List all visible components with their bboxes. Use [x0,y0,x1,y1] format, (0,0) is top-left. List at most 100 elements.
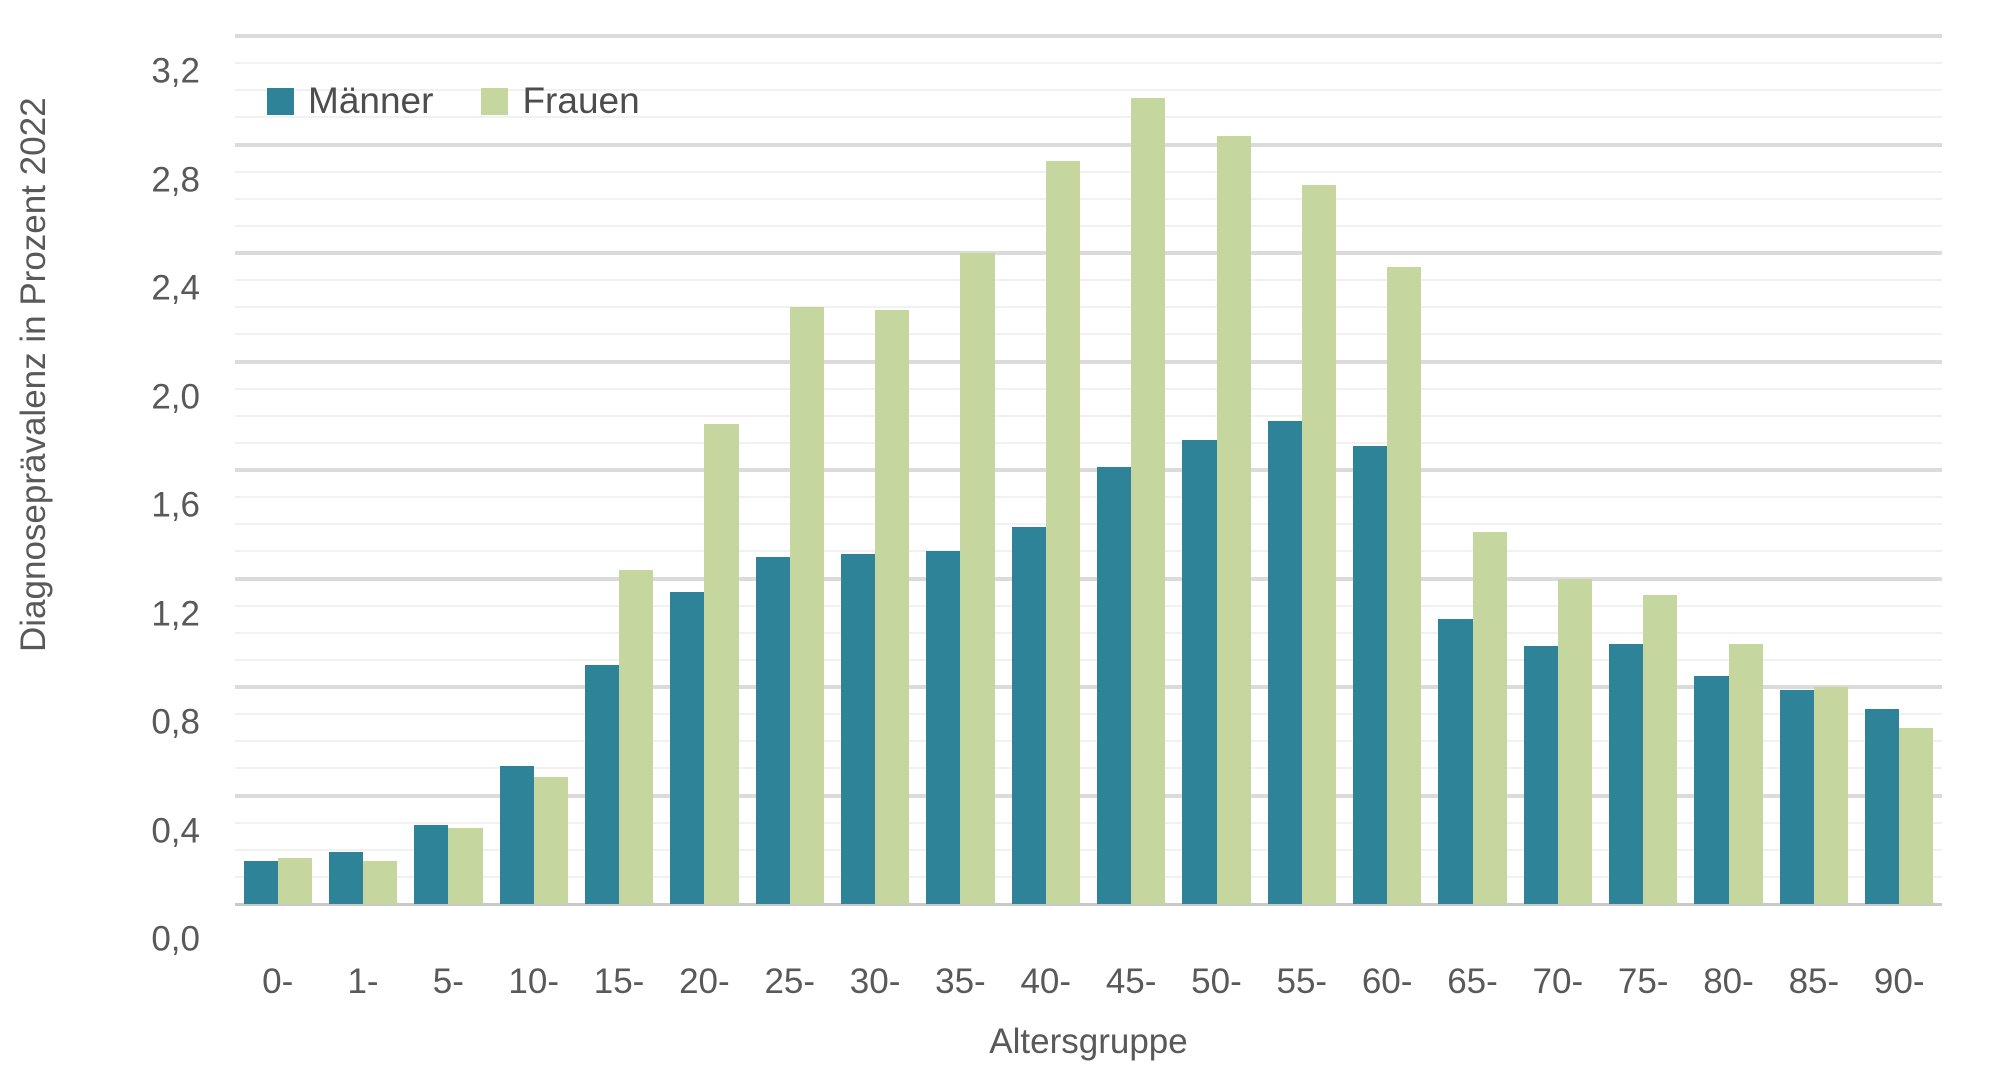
minor-gridline [235,116,1942,119]
bar-frauen-80 [1728,643,1763,904]
x-tick-label: 20- [679,962,730,1001]
bar-frauen-15 [619,570,654,904]
x-tick-label: 65- [1447,962,1498,1001]
bar-frauen-30 [875,309,910,904]
bar-frauen-40 [1045,160,1080,904]
bar-männer-1 [328,852,363,904]
minor-gridline [235,740,1942,743]
bar-männer-35 [926,551,961,904]
bar-männer-0 [243,860,278,904]
x-tick-label: 0- [262,962,294,1001]
bar-männer-90 [1865,708,1900,904]
x-tick-label: 30- [849,962,901,1001]
minor-gridline [235,387,1942,390]
x-tick-label: 75- [1617,962,1669,1001]
x-tick-label: 25- [764,962,816,1001]
bar-männer-75 [1609,643,1644,904]
legend-label-frauen: Frauen [522,80,640,121]
legend-item-maenner: Männer [267,80,433,122]
plot-area: Männer Frauen [235,34,1942,906]
x-tick-label: 80- [1703,962,1754,1001]
legend-swatch-frauen-icon [481,87,509,115]
bar-männer-55 [1267,421,1302,904]
minor-gridline [235,441,1942,444]
bar-frauen-1 [363,860,398,904]
x-tick-label: 90- [1873,962,1925,1001]
major-gridline [235,685,1942,689]
minor-gridline [235,604,1942,607]
minor-gridline [235,713,1942,716]
legend-swatch-maenner-icon [267,87,294,115]
bar-männer-50 [1182,440,1217,904]
bar-männer-65 [1438,619,1473,904]
minor-gridline [235,333,1942,336]
y-tick-label: 1,6 [151,485,200,525]
x-tick-label: 35- [935,962,986,1001]
bar-männer-20 [670,592,705,904]
major-gridline [235,251,1942,255]
x-axis-title: Altersgruppe [989,1022,1188,1061]
minor-gridline [235,658,1942,661]
y-tick-label: 2,0 [151,377,200,416]
y-tick-label: 0,8 [151,702,200,742]
bar-frauen-20 [704,423,739,904]
bar-frauen-0 [277,857,312,904]
x-tick-label: 85- [1788,962,1840,1001]
bar-frauen-35 [960,253,995,904]
minor-gridline [235,224,1942,227]
minor-gridline [235,523,1942,526]
bar-frauen-60 [1387,266,1422,904]
bar-männer-70 [1523,646,1558,904]
major-gridline [235,34,1942,38]
x-tick-label: 55- [1276,962,1328,1001]
x-axis-tick-labels: 0- 1- 5- 10- 15- 20- 25- 30- 35- 40- 45- 50- 55- 60- 6… [235,962,1942,1002]
minor-gridline [235,875,1942,878]
minor-gridline [235,550,1942,553]
bar-frauen-25 [789,307,824,904]
bar-frauen-5 [448,828,483,904]
bar-männer-45 [1097,467,1132,904]
y-tick-label: 0,4 [151,811,200,850]
x-axis-line [235,903,1942,906]
major-gridline [235,576,1942,581]
bar-männer-80 [1694,676,1729,904]
bar-männer-40 [1011,526,1046,904]
minor-gridline [235,89,1942,92]
y-tick-label: 2,8 [151,160,200,199]
x-tick-label: 70- [1532,962,1584,1001]
bar-männer-10 [499,765,534,904]
minor-gridline [235,170,1942,173]
bar-männer-25 [755,556,790,904]
minor-gridline [235,848,1942,851]
x-tick-label: 40- [1020,962,1072,1001]
bar-männer-5 [414,825,449,904]
minor-gridline [235,197,1942,200]
y-tick-label: 2,4 [151,268,200,308]
x-tick-label: 15- [593,962,645,1001]
x-tick-label: 5- [432,962,464,1001]
minor-gridline [235,62,1942,65]
legend: Männer Frauen [267,80,640,122]
bar-frauen-50 [1216,136,1251,904]
x-tick-label: 10- [508,962,559,1001]
bar-frauen-70 [1557,578,1593,904]
bar-frauen-65 [1472,532,1507,904]
y-tick-label: 3,2 [151,51,200,91]
legend-label-maenner: Männer [308,80,434,121]
major-gridline [235,793,1942,798]
minor-gridline [235,767,1942,770]
bar-frauen-10 [533,776,568,904]
minor-gridline [235,414,1942,417]
minor-gridline [235,306,1942,309]
y-tick-label: 0,0 [151,919,200,959]
y-tick-label: 1,2 [151,594,200,633]
x-tick-label: 1- [347,962,379,1001]
minor-gridline [235,496,1942,499]
major-gridline [235,142,1942,147]
legend-item-frauen: Frauen [481,80,640,122]
bar-frauen-90 [1899,727,1934,904]
x-tick-label: 60- [1361,962,1413,1001]
major-gridline [235,468,1942,472]
x-tick-label: 45- [1105,962,1157,1001]
